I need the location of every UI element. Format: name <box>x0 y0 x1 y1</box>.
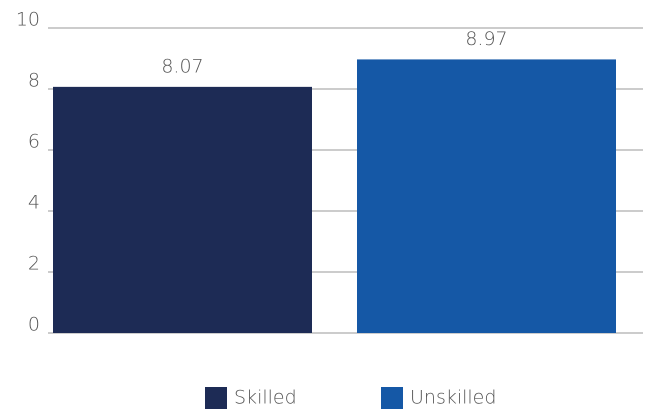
data-label: 8.07 <box>161 55 203 77</box>
y-tick-label: 8 <box>28 70 40 92</box>
data-label: 8.97 <box>465 28 507 50</box>
y-tick-label: 2 <box>28 253 40 275</box>
legend-swatch <box>205 387 227 409</box>
y-tick-label: 0 <box>28 314 40 336</box>
bar <box>53 86 312 334</box>
y-tick-label: 4 <box>28 192 40 214</box>
legend-label: Skilled <box>234 387 297 409</box>
y-tick-label: 6 <box>28 131 40 153</box>
bar <box>357 59 616 333</box>
y-tick-label: 10 <box>16 9 40 31</box>
legend-swatch <box>381 387 403 409</box>
legend-label: Unskilled <box>410 387 496 409</box>
